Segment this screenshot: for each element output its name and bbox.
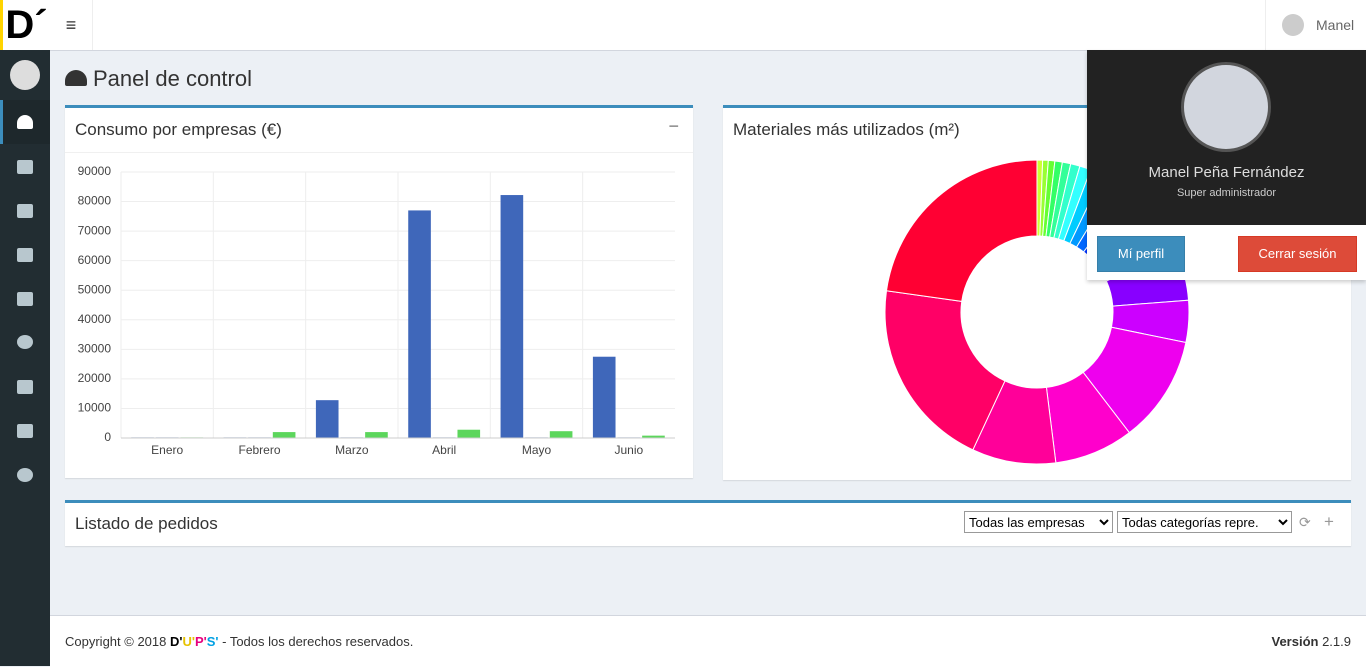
rights: - Todos los derechos reservados. bbox=[222, 634, 414, 649]
y-tick-label: 60000 bbox=[78, 253, 112, 267]
bar bbox=[549, 431, 573, 438]
brand-part: D' bbox=[169, 634, 183, 649]
logo[interactable]: D´ bbox=[0, 0, 50, 50]
user-name: Manel bbox=[1316, 17, 1355, 33]
y-tick-label: 80000 bbox=[78, 194, 112, 208]
footer: Copyright © 2018 D'U'P'S' - Todos los de… bbox=[50, 615, 1366, 667]
nav-item[interactable] bbox=[17, 160, 33, 174]
bar bbox=[500, 195, 524, 438]
add-button[interactable]: + bbox=[1324, 512, 1334, 531]
nav-item-active[interactable] bbox=[0, 100, 50, 144]
brand-part: U' bbox=[182, 634, 195, 649]
y-tick-label: 10000 bbox=[78, 401, 112, 415]
bar-chart-box: Consumo por empresas (€) − bbox=[65, 105, 693, 478]
x-tick-label: Enero bbox=[151, 443, 183, 457]
footer-text: Copyright © 2018 D'U'P'S' - Todos los de… bbox=[65, 634, 413, 649]
copyright: Copyright © 2018 bbox=[65, 634, 167, 649]
x-tick-label: Febrero bbox=[238, 443, 280, 457]
y-tick-label: 40000 bbox=[78, 312, 112, 326]
header bbox=[0, 0, 1366, 51]
nav-item[interactable] bbox=[17, 204, 33, 218]
bar bbox=[592, 356, 616, 438]
y-tick-label: 30000 bbox=[78, 342, 112, 356]
bar bbox=[457, 429, 481, 438]
box-title: Materiales más utilizados (m²) bbox=[733, 120, 960, 139]
version: Versión 2.1.9 bbox=[1271, 634, 1351, 649]
version-label: Versión bbox=[1271, 634, 1319, 649]
y-tick-label: 0 bbox=[104, 430, 111, 444]
sidebar bbox=[0, 50, 50, 666]
company-filter[interactable]: Todas las empresas bbox=[964, 511, 1113, 533]
page-title-text: Panel de control bbox=[93, 66, 252, 91]
profile-role: Super administrador bbox=[1176, 187, 1277, 199]
bar bbox=[272, 432, 296, 438]
profile-name: Manel Peña Fernández bbox=[1148, 164, 1305, 181]
nav-item[interactable] bbox=[17, 248, 33, 262]
page-title: Panel de control bbox=[65, 66, 252, 92]
user-menu[interactable]: Manel bbox=[1265, 0, 1366, 50]
nav-item[interactable] bbox=[17, 468, 33, 482]
collapse-button[interactable]: − bbox=[668, 116, 679, 136]
y-tick-label: 20000 bbox=[78, 371, 112, 385]
bar bbox=[365, 432, 388, 438]
brand-part: S' bbox=[206, 634, 219, 649]
brand-part: P' bbox=[194, 634, 207, 649]
profile-dropdown: Manel Peña Fernández Super administrador… bbox=[1087, 50, 1366, 280]
nav-item[interactable] bbox=[17, 292, 33, 306]
bar bbox=[408, 210, 431, 438]
bar bbox=[315, 400, 339, 438]
donut-slice bbox=[885, 159, 1038, 302]
x-tick-label: Junio bbox=[614, 443, 643, 457]
donut-chart bbox=[884, 159, 1190, 465]
profile-button[interactable]: Mí perfil bbox=[1097, 236, 1185, 272]
x-tick-label: Mayo bbox=[522, 443, 552, 457]
profile-avatar bbox=[1181, 62, 1271, 152]
nav-item[interactable] bbox=[17, 424, 33, 438]
y-tick-label: 90000 bbox=[78, 164, 112, 178]
refresh-button[interactable]: ⟳ bbox=[1299, 514, 1311, 530]
donut-slice bbox=[884, 290, 1006, 451]
orders-box: Listado de pedidos Todas las empresas To… bbox=[65, 500, 1351, 546]
y-tick-label: 70000 bbox=[78, 223, 112, 237]
bar-chart: 0 10000 20000 30000 40000 50000 60000 70000 8000… bbox=[78, 164, 675, 457]
x-tick-label: Marzo bbox=[335, 443, 369, 457]
nav-item[interactable] bbox=[17, 335, 33, 349]
version-number: 2.1.9 bbox=[1322, 634, 1351, 649]
logout-button[interactable]: Cerrar sesión bbox=[1238, 236, 1357, 272]
box-title: Listado de pedidos bbox=[75, 514, 218, 533]
avatar bbox=[1282, 14, 1304, 36]
menu-toggle[interactable]: ≡ bbox=[50, 0, 93, 50]
y-tick-label: 50000 bbox=[78, 282, 112, 296]
category-filter[interactable]: Todas categorías repre. bbox=[1117, 511, 1292, 533]
sidebar-avatar bbox=[10, 60, 40, 90]
nav-item[interactable] bbox=[17, 380, 33, 394]
x-tick-label: Abril bbox=[432, 443, 456, 457]
bar bbox=[642, 435, 665, 438]
box-title: Consumo por empresas (€) bbox=[75, 120, 282, 139]
